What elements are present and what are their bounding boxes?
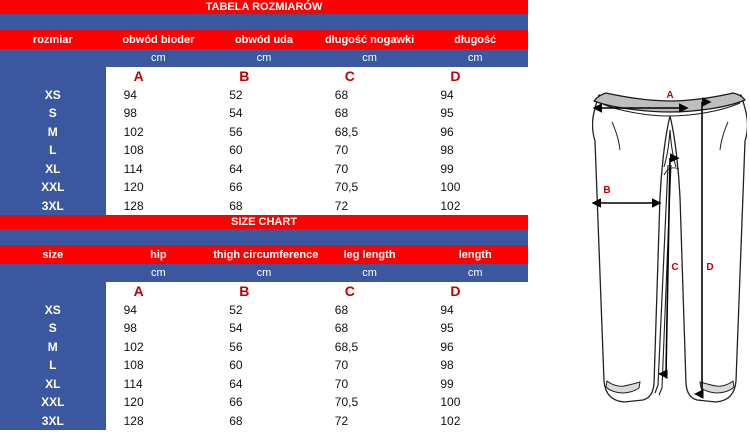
svg-text:B: B — [603, 185, 610, 196]
svg-text:C: C — [671, 262, 678, 273]
svg-text:D: D — [706, 262, 713, 273]
svg-text:A: A — [666, 90, 673, 101]
